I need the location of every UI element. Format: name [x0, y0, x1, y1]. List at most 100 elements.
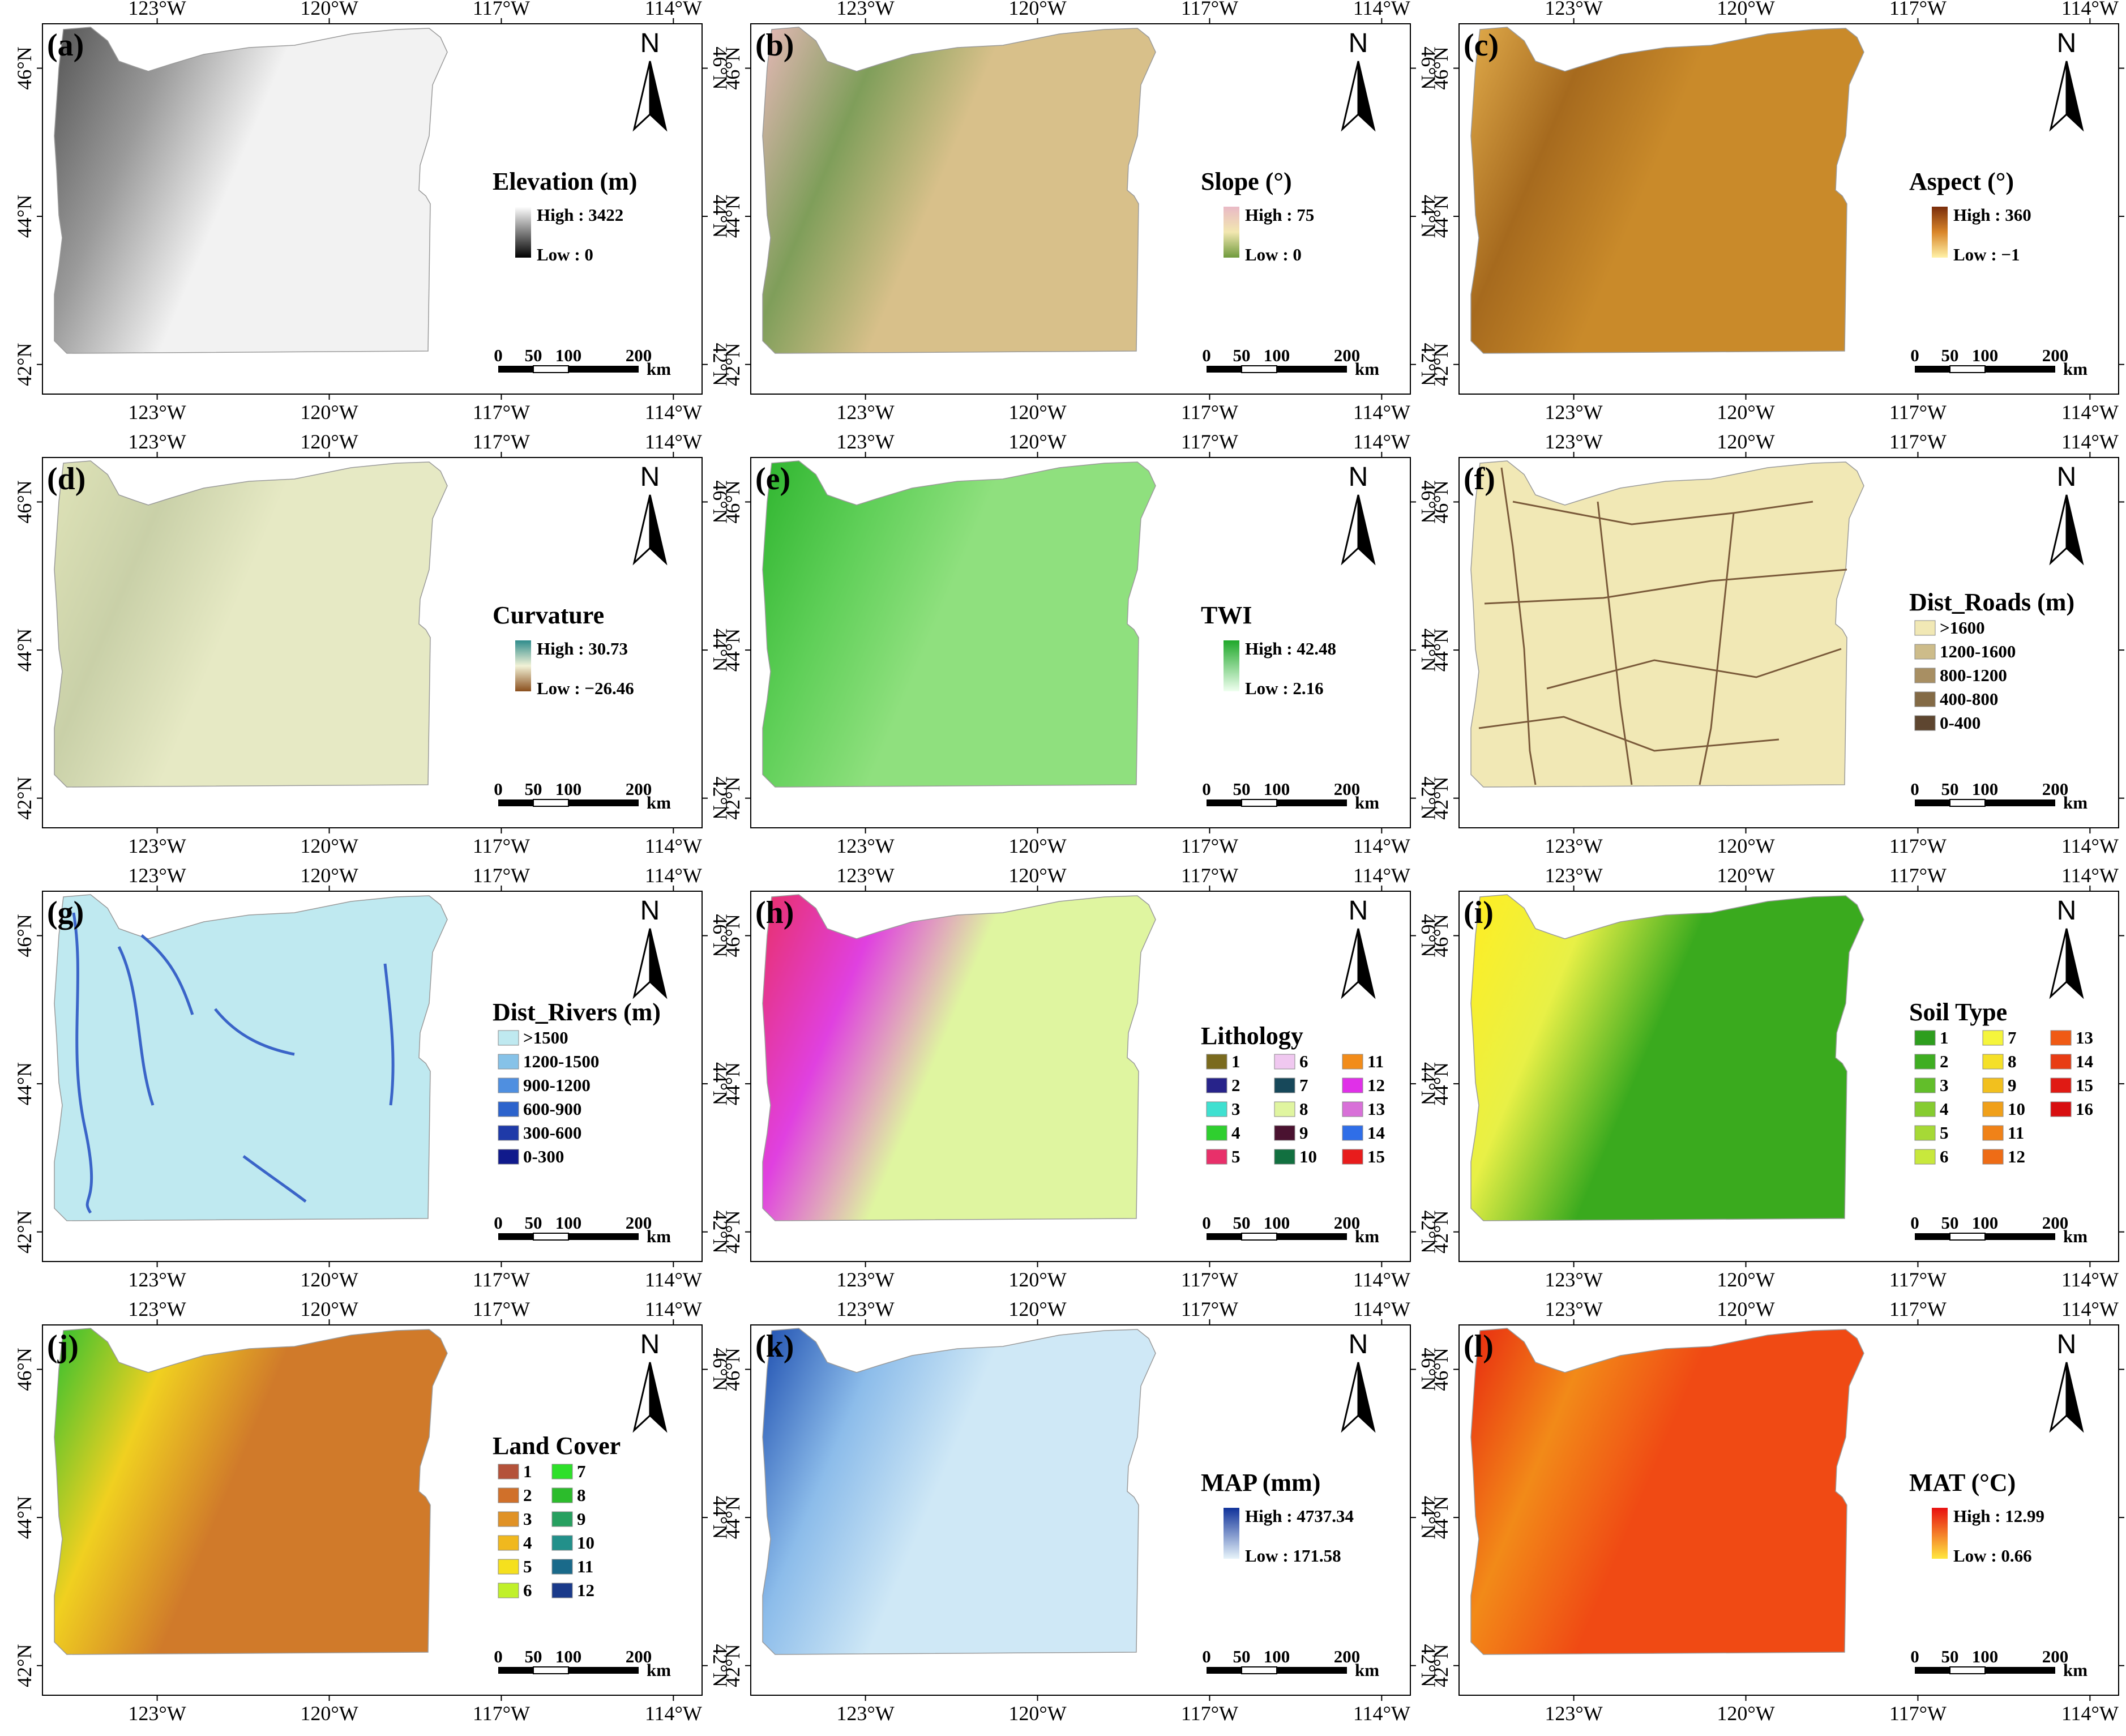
- legend-item: 1: [1206, 1051, 1240, 1071]
- scale-tick-label: 0: [1910, 345, 1919, 365]
- legend-item: 400-800: [1914, 689, 1998, 709]
- oregon-shape: [1470, 1328, 1864, 1655]
- legend-swatch: [498, 1511, 519, 1527]
- scale-unit: km: [1355, 359, 1379, 379]
- lat-tick-label: 42°N: [709, 1210, 732, 1253]
- scale-segment: [1277, 799, 1347, 806]
- lon-tick-label: 114°W: [1353, 1702, 1410, 1725]
- legend-item: 11: [1982, 1123, 2024, 1143]
- lon-ticks-bottom: 123°W 120°W 117°W 114°W: [1545, 1262, 2119, 1291]
- road-line: [1597, 501, 1633, 785]
- lon-tick-label: 120°W: [1008, 1298, 1066, 1320]
- panel-label: (c): [1464, 28, 1499, 63]
- legend-item: >1600: [1914, 618, 1985, 638]
- legend-swatch: [1342, 1125, 1363, 1141]
- oregon-shape: [54, 460, 448, 788]
- scale-segment: [568, 799, 639, 806]
- north-arrow-right: [649, 61, 668, 132]
- scale-tick-label: 100: [555, 1647, 582, 1666]
- lon-tick-label: 120°W: [300, 401, 358, 424]
- lon-tick-label: 117°W: [473, 864, 530, 887]
- legend-ramp: [1224, 1508, 1239, 1559]
- north-label: N: [2057, 896, 2077, 926]
- north-arrow: N: [1341, 462, 1376, 566]
- lat-ticks-right: 46°N 44°N 42°N: [1410, 1348, 1440, 1687]
- scale-tick-label: 0: [494, 779, 503, 799]
- legend-label: 800-1200: [1940, 665, 2007, 685]
- north-arrow: N: [2049, 462, 2084, 566]
- lat-tick-label: 42°N: [721, 1644, 744, 1687]
- legend-item: 5: [1914, 1123, 1949, 1143]
- lon-tick-label: 114°W: [2061, 1702, 2119, 1725]
- legend-item: 900-1200: [498, 1075, 591, 1095]
- legend-low: Low : −1: [1953, 245, 2020, 264]
- legend-label: 1200-1600: [1940, 642, 2016, 661]
- scale-segment: [1949, 1233, 1986, 1241]
- lat-ticks-left: 46°N 44°N 42°N: [13, 1348, 42, 1687]
- legend: MAP (mm) High : 4737.34 Low : 171.58: [1201, 1469, 1354, 1566]
- lon-tick-label: 117°W: [1889, 401, 1947, 424]
- scale-segment: [1985, 366, 2055, 373]
- lon-ticks-bottom: 123°W 120°W 117°W 114°W: [836, 1262, 1410, 1291]
- lat-ticks-left: 46°N 44°N 42°N: [1430, 480, 1459, 820]
- legend-low: Low : 171.58: [1245, 1546, 1341, 1566]
- lat-ticks-right: 46°N 44°N 42°N: [1410, 480, 1440, 820]
- scale-segment: [1985, 1667, 2055, 1674]
- legend-high: High : 75: [1245, 205, 1314, 225]
- lat-ticks-right: 46°N 44°N 42°N: [1410, 46, 1440, 386]
- oregon-map: [54, 27, 448, 354]
- lat-tick-label: 42°N: [1430, 343, 1452, 386]
- lon-tick-label: 114°W: [645, 1298, 702, 1320]
- legend-swatch: [1914, 691, 1936, 707]
- legend-label: 12: [577, 1580, 594, 1600]
- lat-tick-label: 46°N: [1430, 914, 1452, 957]
- scale-segment: [1241, 799, 1277, 807]
- scale-tick-label: 0: [1202, 779, 1211, 799]
- north-label: N: [1349, 896, 1368, 926]
- lon-tick-label: 114°W: [2061, 835, 2119, 857]
- lat-ticks-right: 46°N 44°N 42°N: [702, 914, 732, 1254]
- lon-tick-label: 123°W: [1545, 1298, 1602, 1320]
- lat-tick-label: 42°N: [721, 1210, 744, 1253]
- lat-ticks-left: 46°N 44°N 42°N: [721, 480, 751, 820]
- legend-low: Low : 0: [1245, 245, 1302, 264]
- lon-tick-label: 114°W: [1353, 835, 1410, 857]
- north-label: N: [1349, 28, 1368, 58]
- lat-tick-label: 46°N: [1430, 46, 1452, 89]
- scale-tick-label: 200: [1334, 779, 1361, 799]
- lon-ticks-top: 123°W 120°W 117°W 114°W: [1545, 0, 2119, 24]
- legend-label: 3: [1231, 1099, 1240, 1119]
- legend-swatch: [498, 1535, 519, 1551]
- north-arrow: N: [2049, 28, 2084, 132]
- legend-swatch: [1982, 1101, 2004, 1117]
- legend-label: 8: [577, 1485, 586, 1505]
- scale-segment: [1277, 366, 1347, 373]
- lon-tick-label: 123°W: [128, 1268, 186, 1291]
- scale-tick-label: 50: [1941, 345, 1959, 365]
- lat-tick-label: 42°N: [1417, 1644, 1440, 1687]
- scale-tick-label: 200: [2042, 1647, 2069, 1666]
- lat-tick-label: 46°N: [13, 46, 36, 89]
- legend-swatch: [1914, 1149, 1936, 1165]
- lat-tick-label: 46°N: [721, 1348, 744, 1391]
- lon-tick-label: 117°W: [1181, 1268, 1238, 1291]
- legend-item: 4: [498, 1533, 532, 1553]
- lat-tick-label: 44°N: [13, 1496, 36, 1539]
- lat-tick-label: 42°N: [1417, 776, 1440, 819]
- lat-tick-label: 46°N: [1417, 1348, 1440, 1391]
- scale-tick-label: 200: [1334, 1213, 1361, 1233]
- lon-tick-label: 120°W: [1008, 430, 1066, 453]
- panel-label: (a): [47, 28, 84, 63]
- lat-tick-label: 42°N: [709, 1644, 732, 1687]
- scale-segment: [533, 365, 569, 373]
- north-label: N: [640, 28, 660, 58]
- oregon-map: [762, 894, 1156, 1221]
- scale-segment: [498, 799, 533, 806]
- scale-segment: [1985, 1233, 2055, 1240]
- scale-tick-label: 50: [1941, 779, 1959, 799]
- lon-tick-label: 114°W: [2061, 401, 2119, 424]
- scale-tick-label: 50: [1233, 1647, 1251, 1666]
- scale-tick-label: 50: [525, 779, 542, 799]
